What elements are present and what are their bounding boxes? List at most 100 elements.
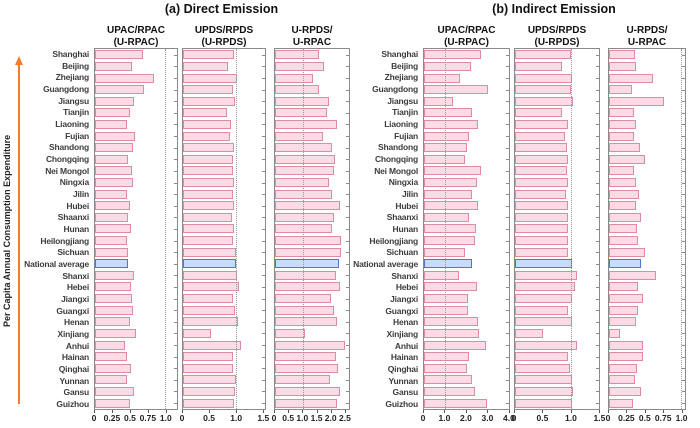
bar-row: [515, 386, 599, 398]
bar-row: [275, 362, 349, 374]
province-bar: [183, 61, 228, 71]
panel-header-line2: U-RPAC: [292, 36, 332, 48]
panel-header-line2: (U-RPAC): [113, 36, 159, 48]
right-axis-tick: [682, 391, 685, 393]
province-bar: [183, 282, 240, 292]
province-bar: [183, 201, 235, 211]
bar-row: [183, 328, 265, 340]
right-axis-tick: [174, 275, 177, 277]
bar-row: [609, 177, 685, 189]
bar-row: [515, 246, 599, 258]
right-axis-tick: [262, 403, 265, 405]
province-bar: [95, 189, 127, 199]
right-axis-tick: [262, 310, 265, 312]
right-axis-tick: [506, 240, 509, 242]
province-bar: [515, 50, 571, 60]
right-axis-tick: [174, 240, 177, 242]
province-bar: [95, 50, 144, 60]
bar-row: [424, 107, 509, 119]
bar-row: [609, 142, 685, 154]
axis-tick-mark: [330, 410, 332, 413]
bar-row: [275, 339, 349, 351]
right-axis-tick: [346, 391, 349, 393]
labels-spacer: [350, 18, 422, 48]
right-axis-tick: [506, 159, 509, 161]
bar-row: [95, 95, 177, 107]
national-average-bar: [275, 259, 339, 269]
bar-row: [95, 177, 177, 189]
bar-row: [515, 316, 599, 328]
bar-row: [609, 281, 685, 293]
province-bar: [424, 247, 465, 257]
province-bar: [95, 386, 134, 396]
province-bar: [183, 212, 232, 222]
bar-row: [275, 72, 349, 84]
right-axis-tick: [596, 101, 599, 103]
province-bar: [424, 189, 473, 199]
province-bar: [515, 224, 568, 234]
bar-row: [183, 142, 265, 154]
province-bar: [424, 50, 481, 60]
category-label: Fujian: [394, 130, 418, 141]
bar-row: [609, 107, 685, 119]
right-axis-tick: [262, 345, 265, 347]
bar-row: [424, 212, 509, 224]
arrow-head-icon: [15, 56, 23, 65]
province-bar: [424, 178, 477, 187]
province-bar: [275, 166, 335, 176]
province-bar: [275, 85, 319, 95]
bar-row: [515, 119, 599, 131]
bar-row: [275, 200, 349, 212]
right-axis-tick: [346, 263, 349, 265]
province-bar: [515, 305, 568, 315]
bar-row: [424, 95, 509, 107]
province-bar: [275, 398, 338, 408]
section-b: (b) Indirect Emission Shanghai Beijing Zhej…: [350, 2, 688, 428]
bar-row: [95, 119, 177, 131]
province-bar: [424, 131, 470, 141]
category-label: Yunnan: [59, 375, 90, 386]
right-axis-tick: [262, 54, 265, 56]
bar-row: [424, 293, 509, 305]
category-label: Shanxi: [62, 270, 89, 281]
panel-header: U-RPDS/U-RPAC: [608, 18, 686, 48]
province-bar: [515, 317, 573, 327]
right-axis-tick: [682, 263, 685, 265]
province-bar: [609, 247, 645, 257]
right-axis-tick: [682, 124, 685, 126]
bar-row: [515, 130, 599, 142]
national-average-bar: [609, 259, 641, 269]
category-label: Guizhou: [56, 398, 89, 409]
section-body: Shanghai Beijing Zhejiang Guangdong Jiangsu T…: [22, 18, 351, 426]
bar-row: [183, 49, 265, 61]
province-bar: [95, 212, 128, 222]
axis-tick-label: 0.5: [536, 413, 549, 423]
right-axis-tick: [262, 228, 265, 230]
panel-b3: U-RPDS/U-RPAC 0 0.25 0.5 0.75 1.0: [606, 18, 688, 426]
panel-header-line1: U-RPDS/: [626, 25, 668, 36]
province-bar: [424, 212, 469, 222]
bar-row: [275, 177, 349, 189]
province-bar: [515, 189, 567, 199]
right-axis-tick: [506, 403, 509, 405]
bar-row: [424, 153, 509, 165]
category-label: Shandong: [378, 142, 418, 153]
bar-row: [95, 362, 177, 374]
province-bar: [515, 282, 576, 292]
right-axis-tick: [174, 391, 177, 393]
province-bar: [424, 282, 477, 292]
category-label: Shaanxi: [57, 212, 89, 223]
labels-spacer: [22, 18, 93, 48]
bar-row: [275, 386, 349, 398]
bar-row: [609, 223, 685, 235]
panel-header-line1: U-RPDS/: [291, 25, 333, 36]
province-bar: [515, 398, 573, 408]
province-bar: [609, 201, 636, 211]
panel-plot-area: [608, 48, 686, 410]
right-axis-tick: [596, 333, 599, 335]
reference-line: [165, 49, 167, 409]
bar-row: [95, 397, 177, 409]
axis-tick-label: 0.25: [103, 413, 121, 423]
panel-plot-area: [514, 48, 600, 410]
